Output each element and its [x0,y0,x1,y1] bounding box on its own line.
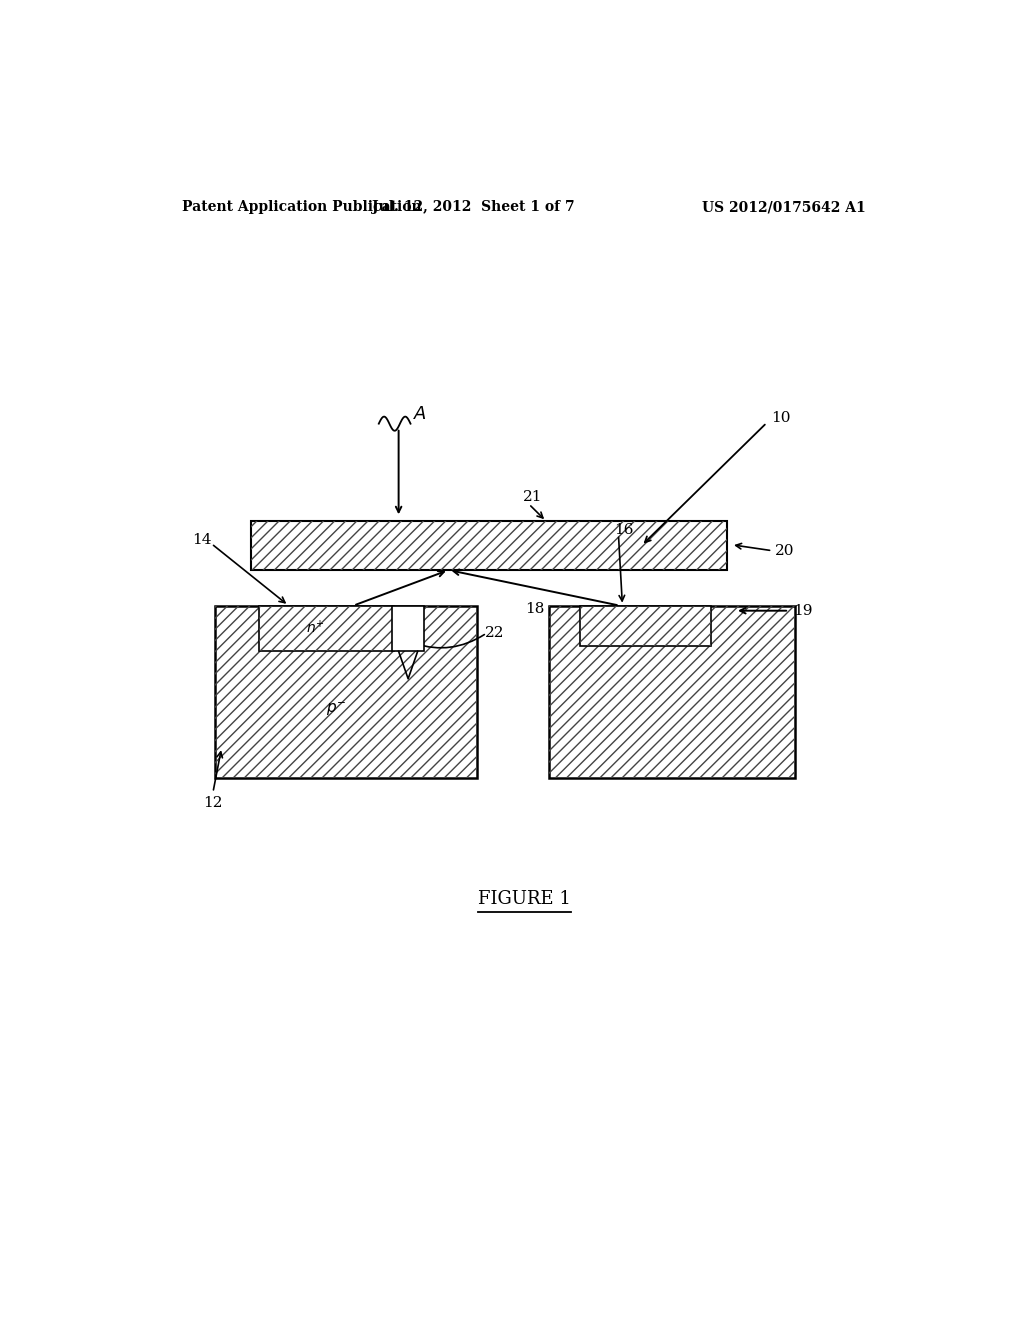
Bar [251,521,727,570]
Bar [259,606,394,651]
Text: $n^{+}$: $n^{+}$ [306,619,325,636]
Text: US 2012/0175642 A1: US 2012/0175642 A1 [702,201,866,214]
Text: 18: 18 [524,602,544,615]
Bar [549,606,795,779]
Bar [392,606,424,651]
Text: 19: 19 [793,603,812,618]
Text: 12: 12 [204,796,223,809]
Bar [581,606,712,647]
Text: $p^{-}$: $p^{-}$ [326,701,346,718]
Text: Patent Application Publication: Patent Application Publication [182,201,422,214]
Text: FIGURE 1: FIGURE 1 [478,890,571,908]
Bar [215,606,477,779]
Text: $\mathit{A}$: $\mathit{A}$ [413,405,427,422]
Text: 20: 20 [775,544,795,558]
Bar [251,521,727,570]
Text: FIGURE 1: FIGURE 1 [478,890,571,908]
Text: 22: 22 [485,626,505,640]
Text: 21: 21 [523,490,543,504]
Text: Jul. 12, 2012  Sheet 1 of 7: Jul. 12, 2012 Sheet 1 of 7 [372,201,574,214]
Bar [549,606,795,779]
Bar [581,606,712,647]
Text: 14: 14 [191,532,211,546]
Text: 16: 16 [613,524,633,537]
Text: 10: 10 [771,411,791,425]
Bar [215,606,477,779]
Bar [259,606,394,651]
